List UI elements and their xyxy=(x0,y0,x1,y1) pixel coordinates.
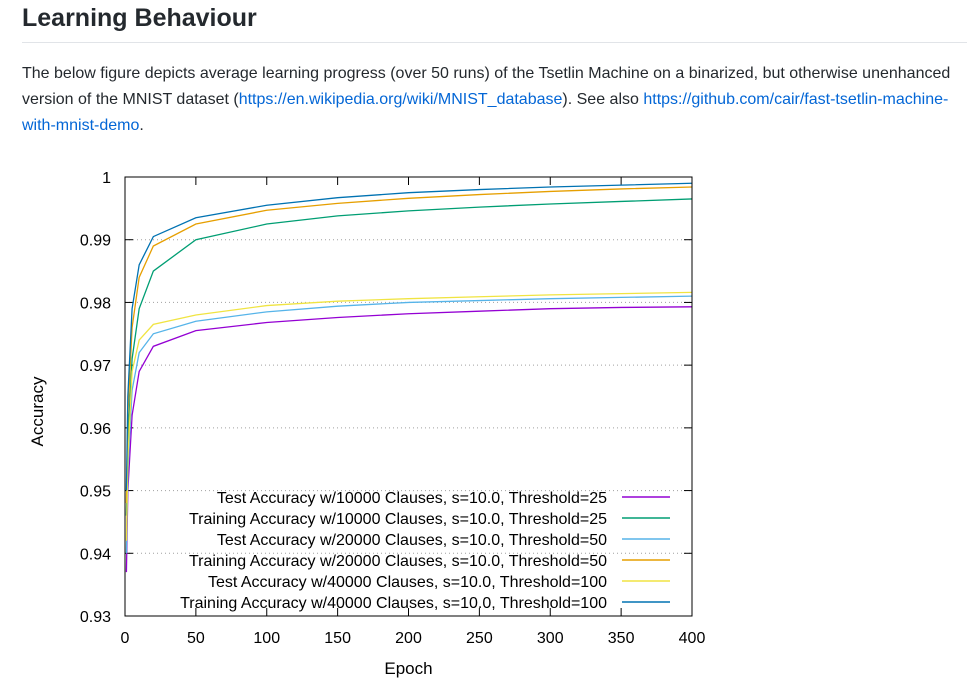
legend-entry-label: Training Accuracy w/10000 Clauses, s=10.… xyxy=(189,511,607,528)
learning-progress-chart: 0.93 0.94 0.95 0.96 0.97 0.98 0.99 1 0 50 100 150 20… xyxy=(28,170,706,678)
x-tick-label: 300 xyxy=(537,630,564,647)
description-text-2: ). See also xyxy=(562,91,644,108)
description-text-1: The below figure depicts average learnin… xyxy=(22,65,951,108)
legend-entry-label: Training Accuracy w/40000 Clauses, s=10.… xyxy=(180,595,607,612)
series-line-5 xyxy=(125,291,693,541)
x-tick-label: 50 xyxy=(187,630,205,647)
description-paragraph: The below figure depicts average learnin… xyxy=(22,61,962,139)
x-tick-label: 200 xyxy=(395,630,422,647)
mnist-wikipedia-link[interactable]: https://en.wikipedia.org/wiki/MNIST_data… xyxy=(238,91,563,108)
legend-entry-label: Test Accuracy w/10000 Clauses, s=10.0, T… xyxy=(217,490,607,507)
y-tick-label: 0.98 xyxy=(80,295,111,312)
legend-entry-label: Training Accuracy w/20000 Clauses, s=10.… xyxy=(189,553,607,570)
x-tick-label: 350 xyxy=(608,630,635,647)
series-line-4 xyxy=(125,186,693,504)
legend-entry-label: Test Accuracy w/20000 Clauses, s=10.0, T… xyxy=(217,532,607,549)
y-tick-label: 0.97 xyxy=(80,358,111,375)
series-line-1 xyxy=(125,306,693,573)
series-line-3 xyxy=(125,295,693,554)
x-tick-label: 400 xyxy=(679,630,706,647)
y-tick-label: 0.95 xyxy=(80,484,111,501)
heading-divider xyxy=(22,42,967,43)
y-tick-label: 0.96 xyxy=(80,421,111,438)
section-heading: Learning Behaviour xyxy=(22,4,257,32)
y-axis-label: Accuracy xyxy=(28,376,47,446)
x-axis-label: Epoch xyxy=(384,659,432,678)
github-demo-link[interactable]: https://github.com/cair/fast-tsetlin-mac… xyxy=(22,91,949,134)
x-tick-label: 250 xyxy=(466,630,493,647)
y-tick-label: 0.94 xyxy=(80,546,111,563)
x-tick-label: 150 xyxy=(324,630,351,647)
y-tick-label: 1 xyxy=(102,170,111,187)
description-text-3: . xyxy=(139,117,144,134)
series-line-2 xyxy=(125,198,693,516)
y-tick-label: 0.93 xyxy=(80,609,111,626)
series-line-6 xyxy=(125,182,693,491)
legend-entry-label: Test Accuracy w/40000 Clauses, s=10.0, T… xyxy=(208,574,607,591)
plot-frame xyxy=(124,176,693,617)
y-tick-label: 0.99 xyxy=(80,233,111,250)
x-tick-label: 0 xyxy=(121,630,130,647)
x-tick-label: 100 xyxy=(253,630,280,647)
